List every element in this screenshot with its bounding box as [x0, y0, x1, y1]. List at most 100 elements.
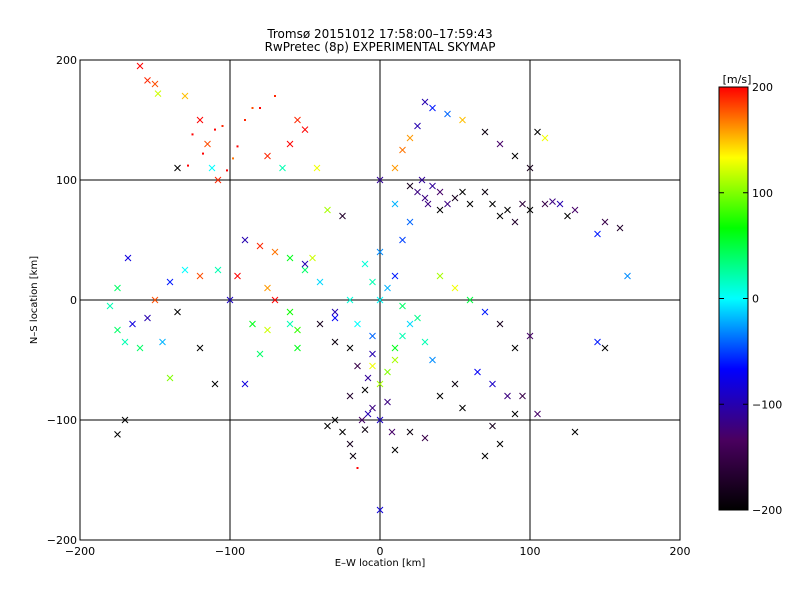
scatter-point: [384, 284, 391, 292]
scatter-point: [339, 212, 346, 220]
scatter-point: [232, 157, 234, 160]
scatter-point: [391, 344, 399, 352]
scatter-point: [369, 332, 376, 340]
scatter-point: [154, 90, 162, 97]
scatter-point: [294, 344, 301, 352]
scatter-point: [496, 140, 504, 148]
scatter-point: [364, 374, 372, 382]
scatter-point: [556, 200, 564, 208]
scatter-point: [421, 434, 429, 442]
scatter-point: [399, 236, 406, 244]
scatter-point: [294, 326, 301, 334]
scatter-point: [196, 116, 204, 124]
scatter-point: [594, 230, 601, 238]
scatter-point: [301, 260, 309, 268]
scatter-point: [511, 218, 519, 226]
scatter-point: [436, 392, 444, 400]
scatter-point: [264, 152, 271, 160]
scatter-point: [391, 200, 399, 208]
scatter-point: [414, 314, 421, 322]
scatter-point: [196, 272, 204, 280]
scatter-point: [406, 320, 414, 328]
scatter-point: [226, 169, 228, 172]
x-tick-label: −100: [215, 545, 245, 558]
scatter-point: [271, 248, 279, 256]
scatter-point: [436, 188, 444, 196]
scatter-point: [616, 224, 624, 232]
scatter-point: [564, 212, 571, 220]
scatter-point: [331, 338, 339, 346]
scatter-point: [376, 296, 384, 304]
scatter-point: [424, 200, 432, 208]
scatter-point: [159, 338, 166, 346]
scatter-point: [376, 416, 384, 424]
scatter-point: [421, 194, 429, 202]
y-tick-label: 100: [56, 174, 77, 187]
scatter-point: [541, 200, 549, 208]
scatter-point: [151, 80, 159, 88]
scatter-point: [286, 308, 294, 316]
scatter-point: [313, 164, 321, 172]
colorbar-tick-label: −100: [752, 398, 782, 411]
scatter-point: [316, 278, 324, 286]
scatter-point: [421, 98, 429, 106]
scatter-point: [286, 254, 294, 262]
scatter-point: [399, 332, 406, 340]
scatter-point: [511, 410, 519, 418]
scatter-point: [414, 188, 421, 196]
scatter-point: [594, 338, 601, 346]
scatter-point: [256, 242, 264, 250]
scatter-point: [376, 506, 384, 514]
scatter-point: [406, 182, 414, 190]
scatter-point: [331, 308, 339, 316]
scatter-point: [474, 368, 481, 376]
scatter-point: [114, 284, 121, 292]
scatter-point: [354, 362, 361, 370]
scatter-point: [601, 344, 609, 352]
scatter-point: [504, 392, 511, 400]
scatter-point: [251, 107, 254, 109]
scatter-point: [526, 164, 534, 172]
y-tick-label: −100: [47, 414, 77, 427]
y-axis-label: N–S location [km]: [29, 256, 40, 344]
scatter-point: [324, 206, 331, 214]
scatter-point: [519, 200, 526, 208]
scatter-point: [331, 314, 339, 322]
colorbar-tick-label: 100: [752, 187, 773, 200]
scatter-point: [369, 404, 376, 412]
scatter-point: [451, 284, 459, 292]
scatter-point: [241, 236, 249, 244]
scatter-point: [624, 272, 631, 280]
scatter-point: [466, 296, 474, 304]
scatter-point: [244, 119, 246, 121]
scatter-point: [191, 133, 194, 136]
scatter-point: [214, 266, 222, 274]
colorbar-tick-label: 0: [752, 293, 759, 306]
scatter-point: [181, 92, 189, 100]
scatter-point: [451, 380, 459, 388]
scatter-point: [221, 125, 224, 127]
scatter-point: [286, 320, 294, 328]
scatter-point: [534, 128, 541, 136]
scatter-point: [526, 332, 534, 340]
scatter-point: [391, 356, 399, 364]
scatter-point: [571, 428, 579, 436]
scatter-point: [144, 314, 151, 322]
scatter-point: [571, 206, 579, 214]
scatter-point: [541, 134, 549, 142]
scatter-point: [114, 431, 121, 438]
scatter-point: [414, 122, 421, 130]
scatter-point: [459, 404, 466, 412]
scatter-point: [496, 440, 504, 448]
scatter-point: [391, 272, 399, 280]
scatter-point: [376, 380, 384, 388]
scatter-point: [286, 140, 294, 148]
scatter-point: [504, 206, 511, 214]
scatter-point: [361, 386, 369, 394]
y-tick-label: 200: [56, 54, 77, 67]
scatter-point: [376, 248, 384, 256]
scatter-point: [534, 410, 541, 418]
scatter-point: [301, 266, 309, 274]
colorbar-label: [m/s]: [723, 73, 752, 86]
scatter-point: [187, 164, 189, 167]
